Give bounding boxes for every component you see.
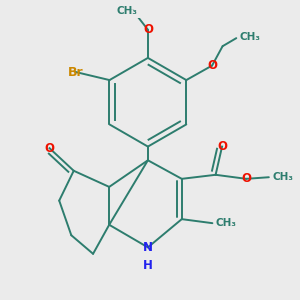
Text: O: O bbox=[143, 23, 153, 36]
Text: CH₃: CH₃ bbox=[239, 32, 260, 42]
Text: O: O bbox=[207, 59, 217, 72]
Text: Br: Br bbox=[68, 65, 83, 79]
Text: methoxy: methoxy bbox=[129, 9, 136, 10]
Text: O: O bbox=[44, 142, 55, 155]
Text: CH₃: CH₃ bbox=[116, 6, 137, 16]
Text: CH₃: CH₃ bbox=[216, 218, 237, 228]
Text: CH₃: CH₃ bbox=[272, 172, 293, 182]
Text: H: H bbox=[143, 259, 153, 272]
Text: N: N bbox=[143, 241, 153, 254]
Text: O: O bbox=[217, 140, 227, 153]
Text: O: O bbox=[241, 172, 251, 185]
